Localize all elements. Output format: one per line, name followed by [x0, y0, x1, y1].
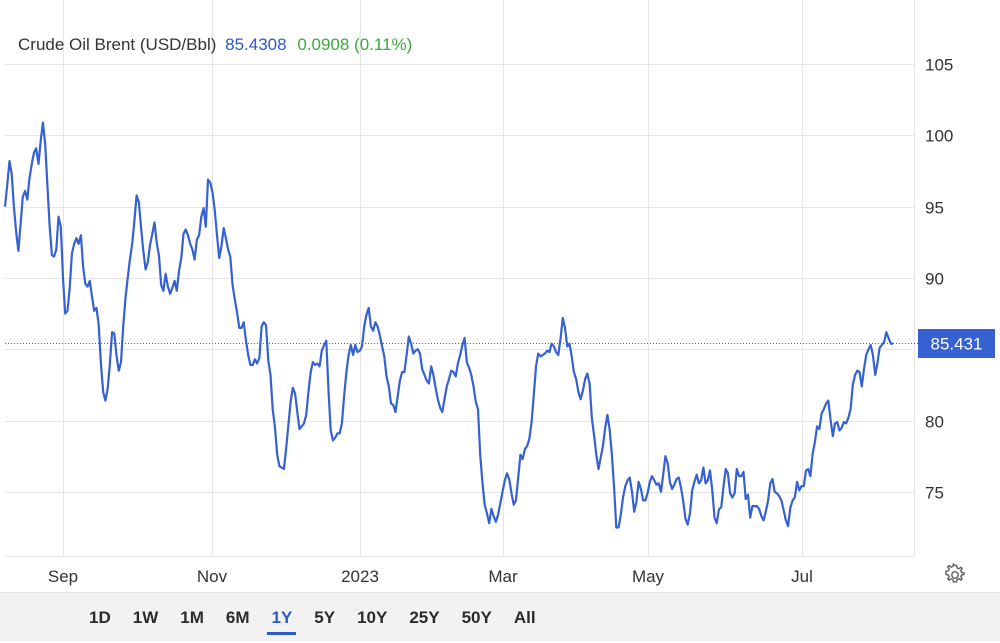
y-tick-label: 80	[925, 413, 944, 432]
x-tick-label: 2023	[341, 567, 379, 586]
y-tick-label: 90	[925, 270, 944, 289]
x-tick-label: Jul	[791, 567, 813, 586]
range-button-5y[interactable]: 5Y	[314, 608, 336, 627]
y-tick-label: 100	[925, 127, 953, 146]
chart-area[interactable]: 7580859095100105SepNov2023MarMayJul85.43…	[0, 0, 1000, 592]
last-price-label-box	[918, 329, 995, 358]
gear-icon[interactable]	[943, 563, 967, 587]
range-button-50y[interactable]: 50Y	[461, 608, 492, 627]
x-tick-label: Mar	[488, 567, 518, 586]
range-buttons: 1D 1W 1M 6M 1Y 5Y 10Y 25Y 50Y All	[78, 593, 547, 641]
x-tick-label: Sep	[48, 567, 78, 586]
price-series-line	[3, 121, 893, 529]
x-tick-label: May	[632, 567, 665, 586]
range-button-1y[interactable]: 1Y	[260, 593, 303, 641]
range-button-6m[interactable]: 6M	[225, 608, 250, 627]
x-tick-label: Nov	[197, 567, 228, 586]
range-button-all[interactable]: All	[513, 608, 536, 627]
y-tick-label: 95	[925, 199, 944, 218]
range-toolbar: 1D 1W 1M 6M 1Y 5Y 10Y 25Y 50Y All	[0, 592, 1000, 641]
y-tick-label: 75	[925, 484, 944, 503]
range-button-1d[interactable]: 1D	[89, 608, 111, 627]
range-button-1m[interactable]: 1M	[180, 608, 204, 627]
range-button-10y[interactable]: 10Y	[357, 608, 388, 627]
price-chart[interactable]: 7580859095100105SepNov2023MarMayJul85.43…	[0, 0, 1000, 592]
y-tick-label: 105	[925, 56, 953, 75]
instrument-name: Crude Oil Brent (USD/Bbl)	[18, 35, 217, 54]
range-button-25y[interactable]: 25Y	[409, 608, 440, 627]
last-price-label: 85.431	[931, 335, 983, 354]
current-price: 85.4308	[225, 35, 287, 54]
price-change: 0.0908 (0.11%)	[297, 35, 413, 54]
range-button-1w[interactable]: 1W	[132, 608, 159, 627]
chart-legend: Crude Oil Brent (USD/Bbl) 85.4308 0.0908…	[18, 35, 412, 55]
